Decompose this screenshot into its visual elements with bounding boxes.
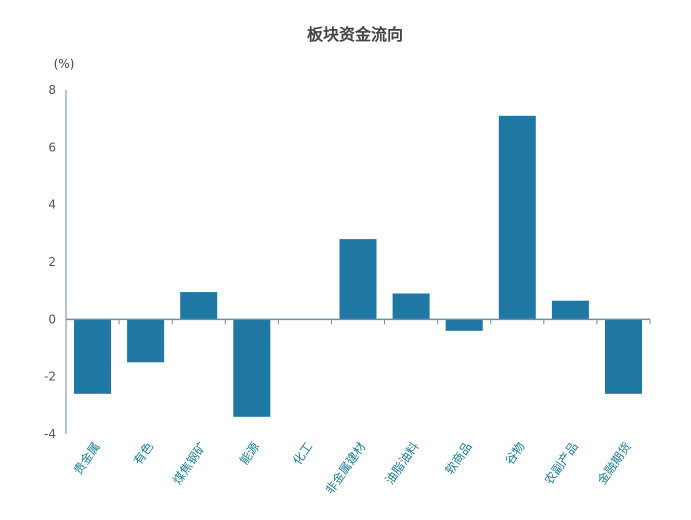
category-label: 贵金属	[70, 439, 103, 477]
y-tick-label: 2	[48, 255, 56, 269]
bar	[551, 300, 589, 320]
category-labels: 贵金属 有色 煤焦钢矿 能源 化工 非金属建材 油脂油料 软商品 谷物 农副产品 金融期货	[70, 439, 634, 497]
category-label: 煤焦钢矿	[170, 440, 209, 487]
chart-title: 板块资金流向	[307, 25, 403, 44]
bar	[339, 239, 377, 320]
bar	[180, 292, 218, 320]
y-tick-label: -2	[44, 370, 56, 384]
category-label: 油脂油料	[382, 439, 422, 487]
category-label: 非金属建材	[322, 439, 369, 497]
y-tick-label: 8	[48, 83, 56, 97]
bar	[498, 115, 536, 320]
category-label: 软商品	[442, 439, 475, 477]
category-label: 化工	[290, 440, 315, 468]
x-axis	[65, 318, 651, 325]
y-tick-label: 6	[48, 140, 56, 154]
bars	[74, 115, 642, 417]
bar	[605, 319, 642, 394]
y-axis-unit: (%)	[54, 57, 75, 71]
y-tick-label: 4	[48, 198, 56, 212]
bar	[392, 293, 430, 320]
category-label: 谷物	[502, 440, 527, 468]
bar	[233, 319, 271, 417]
bar	[127, 319, 165, 363]
bar	[74, 319, 111, 394]
category-label: 农副产品	[542, 440, 581, 487]
category-label: 有色	[131, 440, 156, 468]
y-tick-label: -4	[44, 427, 56, 441]
y-axis: 8 6 4 2 0 -2 -4	[44, 83, 67, 441]
category-label: 金融期货	[594, 439, 634, 487]
category-label: 能源	[237, 440, 262, 468]
bar	[445, 319, 483, 331]
y-tick-label: 0	[48, 312, 56, 326]
